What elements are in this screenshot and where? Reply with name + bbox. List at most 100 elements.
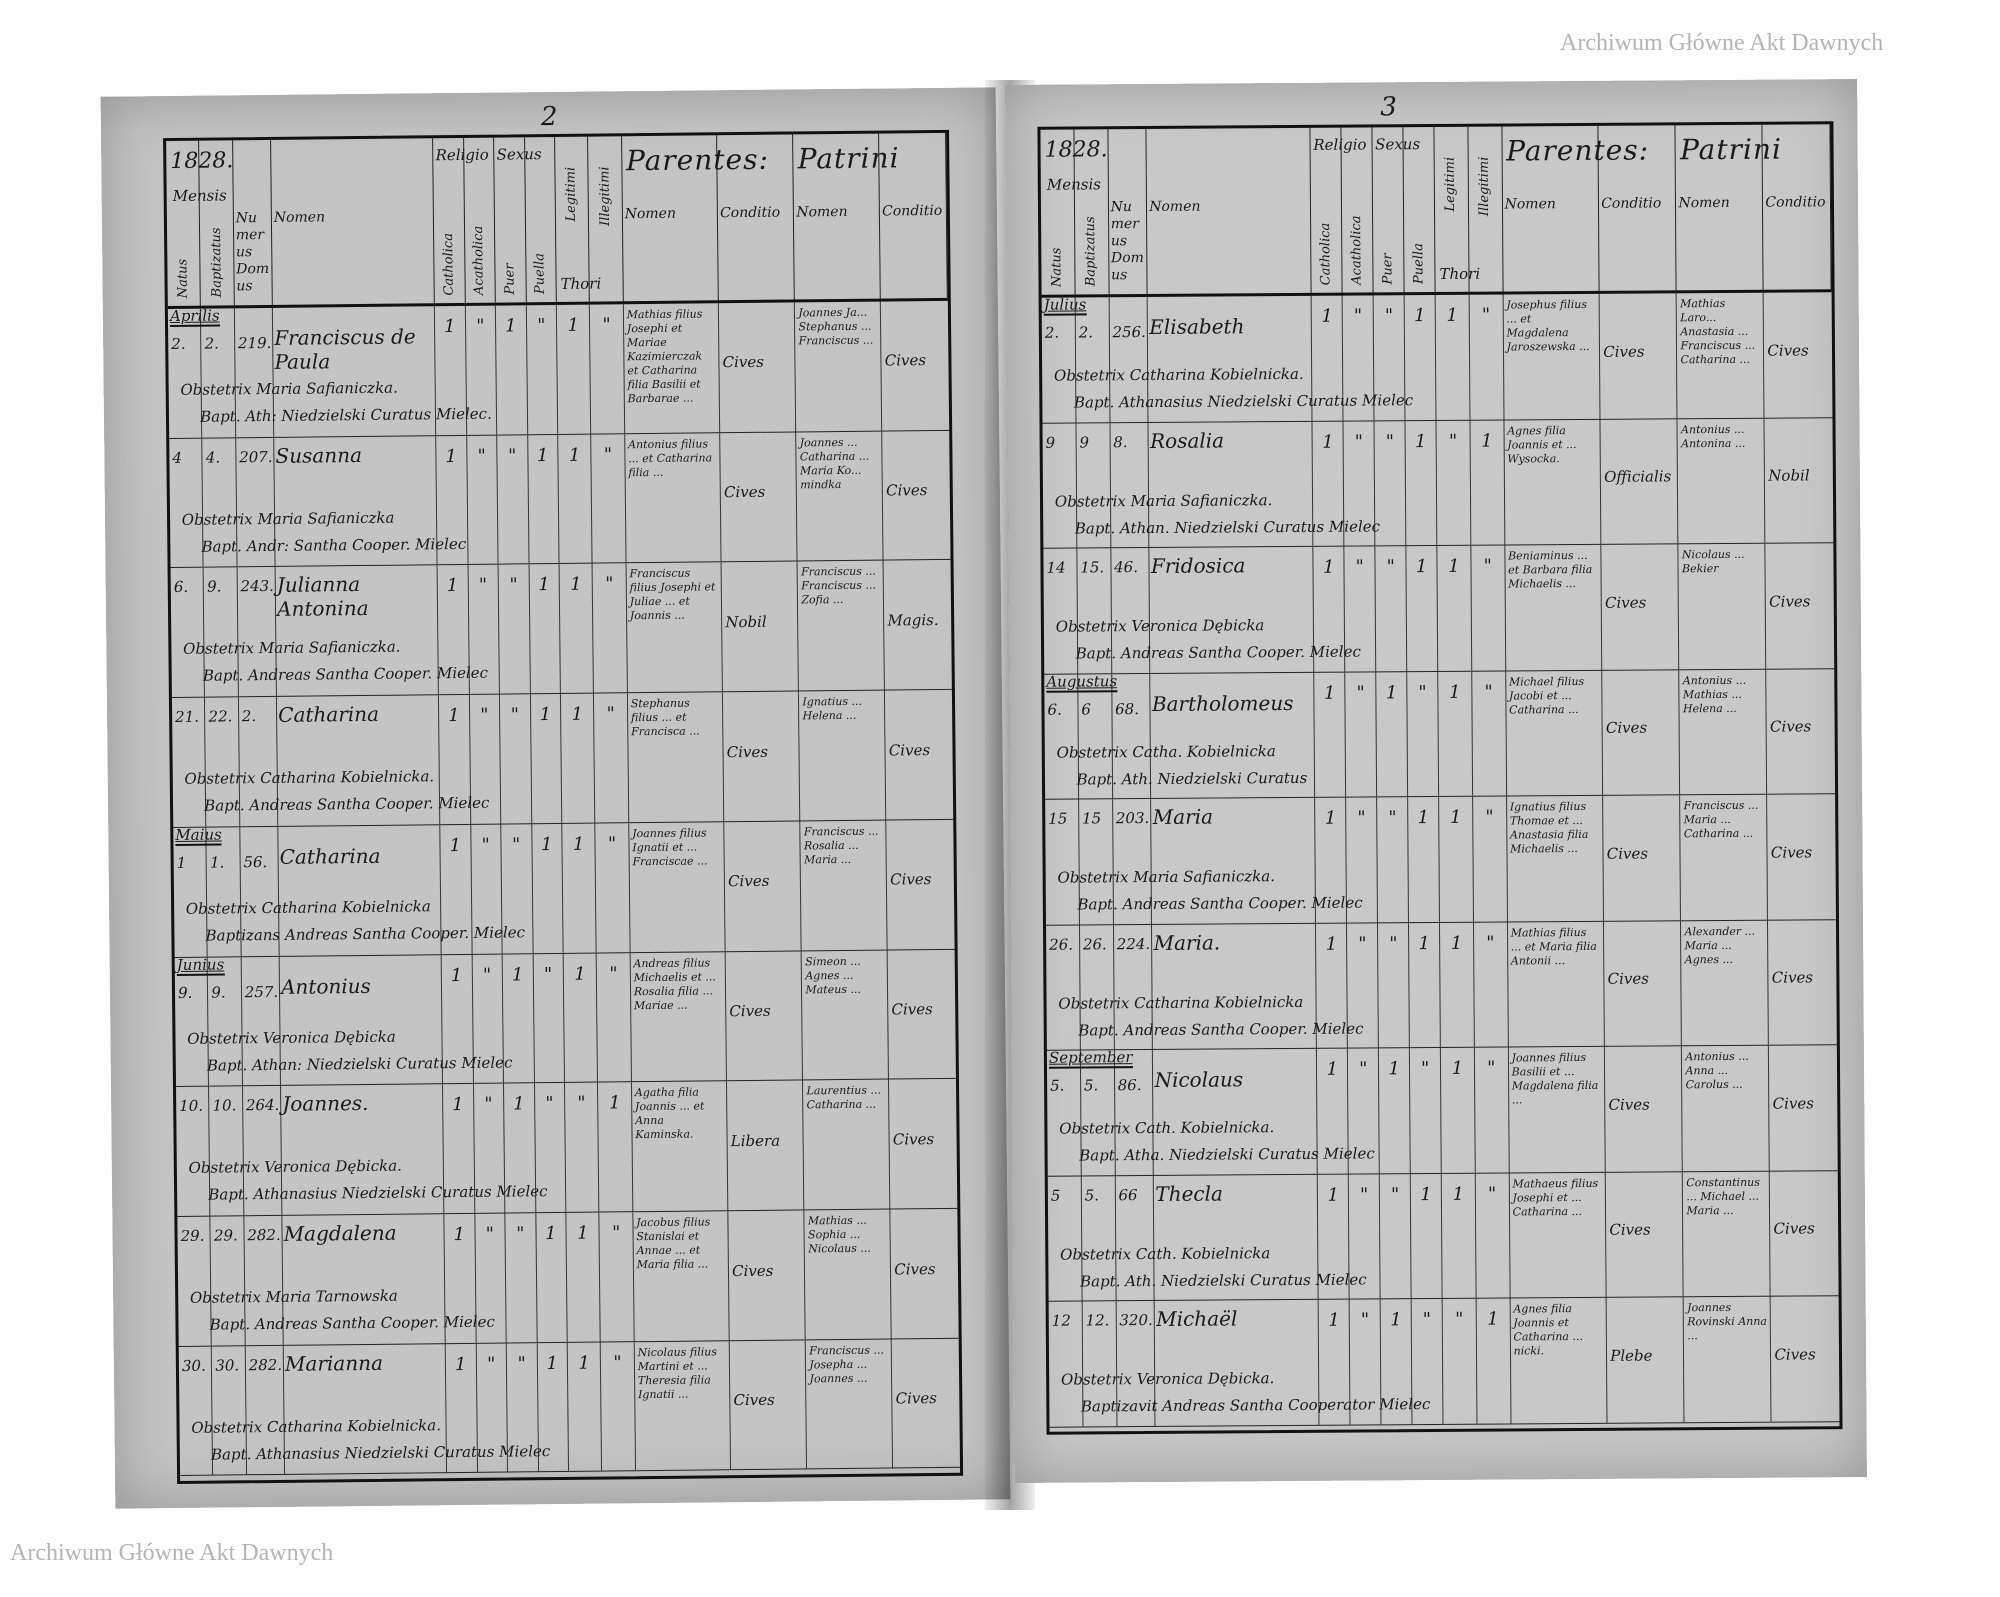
header-label: Nomen — [273, 209, 326, 226]
entry-mark: " — [1487, 1057, 1496, 1079]
entry-cell: Cives — [1767, 669, 1835, 794]
entry-cell: 1 — [530, 694, 563, 824]
entry-child-name: Catharina — [279, 843, 381, 869]
entry-cell: 2. — [167, 308, 203, 438]
entry-cell: 1 — [562, 823, 598, 953]
entry-patrini: Ignatius ... Helena ... — [802, 694, 863, 723]
entry-patrini: Nicolaus ... Bekier — [1681, 547, 1745, 576]
entry-cell: 1 — [1376, 671, 1409, 797]
entry-mark: " — [480, 704, 489, 726]
entry-cell: 1 — [535, 1212, 568, 1342]
register-entry-row: 14 15. 46. 1 " " 1 1 " Beniaminus ... et Barbara … — [1043, 543, 1835, 675]
header-thori: Thori — [560, 274, 602, 293]
entry-child-name: Bartholomeus — [1151, 690, 1294, 716]
entry-cell: 5 — [1047, 1175, 1083, 1301]
entry-parents-cond: Cives — [732, 1261, 774, 1280]
header-label: Numerus Domus — [1110, 199, 1144, 284]
entry-baptizans: Bapt. Athanasius Niedzielski Curatus Mie… — [208, 1182, 548, 1204]
entry-obstetrix: Obstetrix Maria Tarnowska — [189, 1286, 398, 1307]
entry-natus: 9. — [177, 983, 193, 1002]
entry-cell: Cives — [728, 1210, 807, 1340]
entry-patrini-cond: Cives — [895, 1389, 937, 1408]
entry-baptizans: Bapt. Andr: Santha Cooper. Mielec — [201, 534, 467, 556]
entry-mark: 1 — [576, 1222, 589, 1244]
entry-cell: 1 — [558, 434, 593, 564]
entry-mark: " — [486, 1353, 496, 1375]
entry-obstetrix: Obstetrix Cath. Kobielnicka — [1060, 1243, 1271, 1264]
entry-cell: Michael filius Jacobi et ... Catharina .… — [1505, 670, 1604, 796]
entry-domus: 56. — [243, 852, 268, 872]
header-sexus: Sexus — [1375, 135, 1421, 154]
header-numerus-domus: Numerus Domus — [232, 139, 273, 306]
entry-cell: 1 — [527, 434, 560, 564]
header-numerus-domus: Numerus Domus — [1108, 129, 1148, 295]
entry-cell: " — [1377, 797, 1410, 922]
entry-parents: Nicolaus filius Martini et ... Theresia … — [637, 1345, 717, 1401]
entry-bapt: 2. — [204, 334, 219, 353]
entry-cell: " — [599, 1212, 635, 1342]
entry-mark: " — [537, 315, 546, 337]
entry-bapt: 9. — [211, 983, 226, 1002]
entry-cell: Antonius ... Anna ... Carolus ... — [1682, 1045, 1771, 1171]
entry-child-name: Thecla — [1155, 1180, 1223, 1206]
entry-mark: 1 — [1450, 932, 1463, 954]
entry-natus: 6. — [173, 578, 189, 597]
entry-mark: " — [1388, 807, 1397, 829]
entry-mark: " — [609, 962, 618, 985]
register-entry-row: 26. 26. 224. 1 " " 1 1 " Mathias filius ... et Ma… — [1045, 919, 1837, 1051]
header-parentes: Parentes: — [625, 142, 770, 178]
register-entry-row: 12 12. 320. 1 " 1 " " 1 Agnes filia Joannis et Ca… — [1048, 1296, 1840, 1428]
watermark-text: Archiwum Główne Akt Dawnych — [1560, 30, 1884, 56]
entry-patrini-cond: Cives — [1772, 1094, 1815, 1113]
entry-mark: 1 — [572, 833, 585, 855]
entry-month: September — [1048, 1048, 1133, 1069]
entry-baptizans: Bapt. Ath. Niedzielski Curatus — [1076, 768, 1308, 789]
entry-mark: " — [485, 1223, 495, 1245]
entry-mark: " — [545, 1093, 554, 1115]
entry-mark: 1 — [1326, 1058, 1339, 1080]
entry-cell: " — [1473, 922, 1509, 1047]
header-mensis: Mensis — [1046, 175, 1101, 194]
entry-baptizans: Bapt. Andreas Santha Cooper. Mielec — [1077, 893, 1363, 914]
entry-cell: 12 — [1048, 1301, 1084, 1427]
entry-cell: Cives — [1770, 1171, 1838, 1296]
entry-mark: " — [605, 573, 614, 595]
entry-natus: 5 — [1050, 1186, 1061, 1205]
header-label: Nomen — [1149, 198, 1201, 215]
entry-cell: Mathias ... Sophia ... Nicolaus ... — [804, 1209, 892, 1340]
entry-cell: 4 — [169, 438, 204, 568]
entry-baptizans: Bapt. Athan. Niedzielski Curatus Mielec — [1074, 516, 1381, 538]
entry-cell: Cives — [1602, 669, 1681, 795]
entry-cell: " — [1379, 1173, 1412, 1299]
entry-cell: Cives — [1599, 293, 1678, 419]
entry-mark: " — [1389, 932, 1398, 954]
entry-cell: 1 — [563, 953, 599, 1083]
entry-cell: 1 — [566, 1212, 602, 1342]
entry-mark: " — [1356, 681, 1365, 704]
entry-cell: " — [466, 435, 499, 565]
entry-parents-cond: Cives — [726, 742, 769, 761]
entry-bapt: 12. — [1085, 1311, 1110, 1330]
entry-mark: " — [509, 574, 518, 596]
entry-mark: 1 — [1323, 682, 1336, 704]
entry-patrini: Franciscus ... Maria ... Catharina ... — [1683, 798, 1759, 841]
entry-bapt: 15. — [1080, 558, 1105, 577]
entry-cell: Joannes Rovinski Anna ... — [1684, 1296, 1772, 1422]
entry-mark: 1 — [540, 833, 553, 856]
register-entry-row: 9 9 8. 1 " " 1 " 1 Agnes filia Joannis et ... Wys… — [1042, 417, 1834, 549]
entry-child-name: Maria. — [1153, 930, 1221, 955]
baptism-register-table-right: Natus Baptizatus Numerus Domus Nomen Catholi… — [1037, 121, 1843, 1435]
entry-mark: " — [1354, 431, 1364, 453]
entry-parents: Mathias filius Josephi et Mariae Kazimie… — [626, 307, 703, 406]
entry-parents: Franciscus filius Josephi et Juliae ... … — [629, 567, 716, 623]
entry-cell: " — [601, 1341, 636, 1472]
entry-cell: 1 — [1438, 671, 1473, 796]
entry-cell: 9. — [174, 957, 210, 1087]
entry-bapt: 6 — [1081, 699, 1091, 718]
entry-patrini-cond: Cives — [1770, 843, 1813, 862]
header-label: Conditio — [1765, 194, 1826, 211]
entry-cell: 5. — [1046, 1050, 1082, 1176]
entry-mark: 1 — [571, 703, 584, 725]
header-label: Natus — [175, 258, 191, 298]
entry-child-name: Julianna Antonina — [276, 572, 369, 622]
